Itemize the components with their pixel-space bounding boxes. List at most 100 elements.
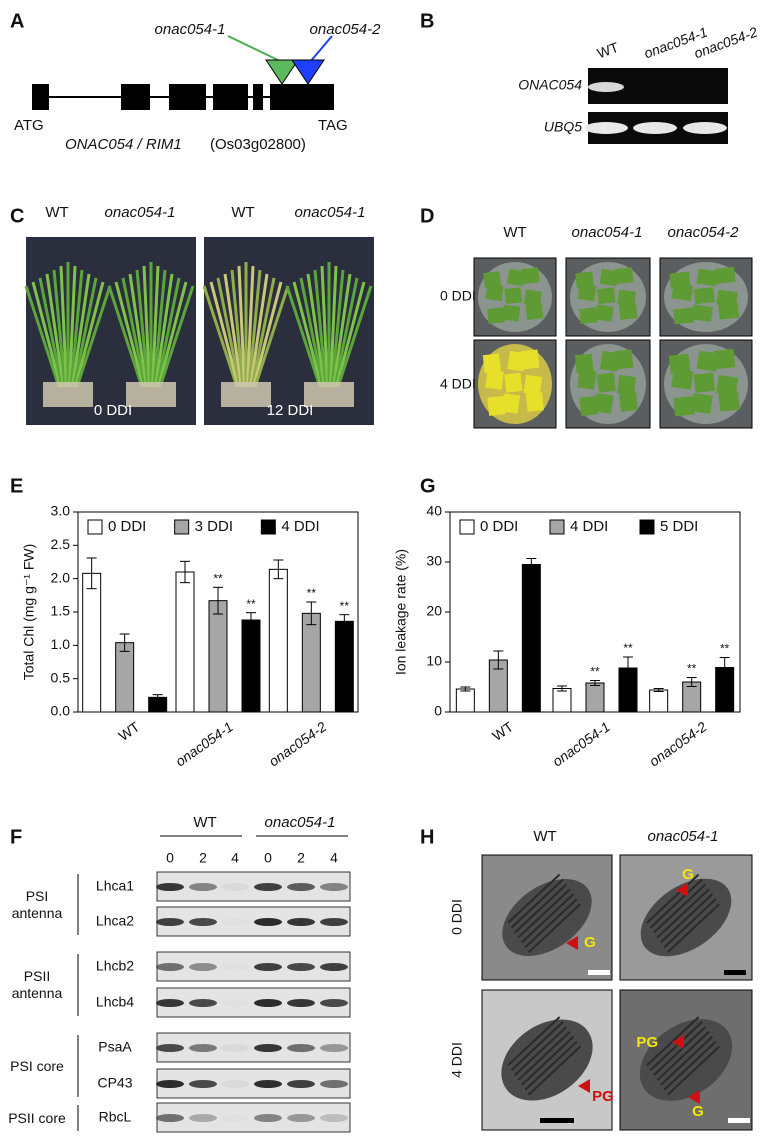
leaf-disc <box>485 369 504 390</box>
label: onac054-1 <box>265 814 336 831</box>
error-bar <box>213 586 223 615</box>
insertion-triangle <box>265 59 299 85</box>
blot-band <box>221 1114 249 1122</box>
thylakoid <box>649 1021 703 1071</box>
blot-band <box>156 1080 184 1088</box>
band <box>588 82 624 92</box>
label: G <box>682 866 694 883</box>
band <box>633 122 677 134</box>
label: onac054-1 <box>295 204 366 221</box>
complex-label-box: PSI antenna <box>12 888 63 921</box>
lane-label: 2 <box>297 850 305 866</box>
blot-band <box>156 999 184 1007</box>
blot-band <box>320 918 348 926</box>
legend-label: 4 DDI <box>281 518 319 535</box>
scale-bar <box>588 970 610 975</box>
leaf-disc <box>597 287 616 305</box>
thylakoid <box>524 898 578 949</box>
thylakoid <box>649 878 703 929</box>
panel-label: H <box>420 826 434 848</box>
significance: ** <box>590 665 600 679</box>
significance: ** <box>246 597 256 611</box>
significance: ** <box>340 599 350 613</box>
y-tick-label: 2.5 <box>51 536 71 552</box>
y-tick-label: 30 <box>426 553 442 569</box>
leaf <box>158 285 195 388</box>
thylakoid <box>521 893 575 944</box>
thylakoid <box>507 1016 561 1067</box>
leaf <box>128 273 148 388</box>
leaf <box>72 277 98 388</box>
leaf-disc <box>618 303 638 320</box>
significance: ** <box>213 572 223 586</box>
complex-label: PSII core <box>8 1109 66 1126</box>
leaf <box>114 281 145 388</box>
blot-band <box>189 1080 217 1088</box>
thylakoid <box>656 1031 710 1081</box>
legend-label: 0 DDI <box>108 518 146 535</box>
legend-swatch <box>260 519 276 535</box>
leaf <box>246 265 255 388</box>
leaf-disc <box>615 267 634 285</box>
marker-arrow <box>566 936 578 950</box>
y-tick-label: 1.0 <box>51 636 71 652</box>
x-tick-label: WT <box>489 718 516 744</box>
leaf-disc <box>718 302 740 320</box>
label: WT <box>595 39 621 62</box>
insertion-triangle <box>291 59 325 85</box>
thylakoid <box>517 888 571 939</box>
y-tick-label: 0.0 <box>51 703 71 719</box>
bar <box>208 600 228 713</box>
bar <box>334 620 354 713</box>
leaf-disc <box>504 372 523 393</box>
roots <box>221 382 271 407</box>
blot-band <box>254 1114 282 1122</box>
y-tick-label: 2.0 <box>51 569 71 585</box>
thylakoid <box>646 1016 700 1067</box>
blot-band <box>221 1044 249 1052</box>
bar <box>115 642 135 713</box>
blot <box>156 951 351 982</box>
leaf <box>38 277 64 388</box>
leaf-disc <box>696 268 719 287</box>
blot-band <box>320 1114 348 1122</box>
plot-frame <box>77 511 359 713</box>
leaf <box>202 285 239 388</box>
leaf-disc <box>483 271 502 289</box>
significance: ** <box>623 641 633 655</box>
leaf-disc <box>671 283 694 301</box>
leaf-disc <box>693 372 716 393</box>
leaf <box>250 277 276 388</box>
label: onac054-1 <box>572 224 643 241</box>
label: TAG <box>318 117 348 134</box>
leaf <box>252 281 283 388</box>
leaf <box>320 265 329 388</box>
blot-band <box>156 918 184 926</box>
leaf <box>292 281 323 388</box>
protein-label: Lhca1 <box>96 878 134 894</box>
blot-band <box>287 1080 315 1088</box>
scale-bar <box>728 1118 750 1123</box>
label: WT <box>193 814 216 831</box>
blot-band <box>287 963 315 971</box>
y-tick-label: 0.5 <box>51 669 71 685</box>
label: ONAC054 / RIM1 <box>65 136 182 153</box>
leaf-disc <box>525 303 544 320</box>
leaf-disc <box>487 395 506 416</box>
panel-label: G <box>420 475 436 497</box>
leaf-disc <box>504 287 523 304</box>
leaf-disc <box>716 375 739 396</box>
y-tick-label: 20 <box>426 603 442 619</box>
leaf-disc <box>673 396 695 417</box>
exon <box>270 84 334 110</box>
complex-label-box: PSI core <box>10 1058 64 1074</box>
leaf <box>230 269 245 388</box>
bar <box>649 689 669 713</box>
blot-band <box>254 999 282 1007</box>
leaf <box>151 265 160 388</box>
leaf <box>154 273 174 388</box>
leaf <box>52 269 67 388</box>
blot-band <box>254 883 282 891</box>
bar <box>268 568 288 713</box>
